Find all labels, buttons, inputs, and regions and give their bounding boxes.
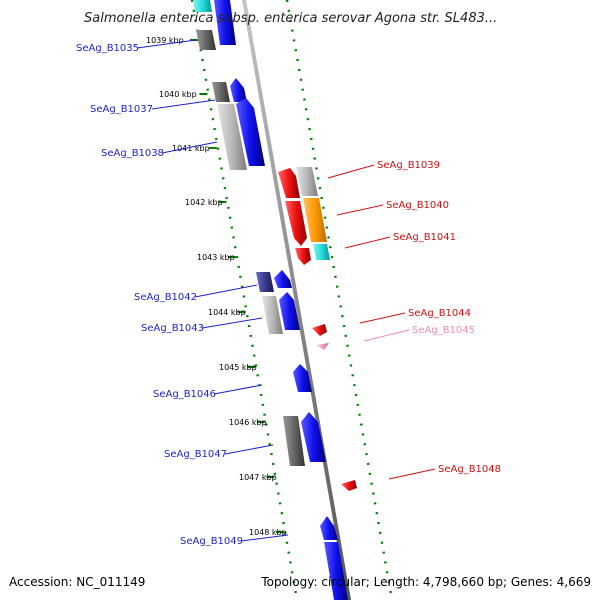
- callout-line: [359, 312, 406, 324]
- gene-feature[interactable]: [212, 82, 230, 102]
- gene-label-seag-b1037[interactable]: SeAg_B1037: [90, 104, 153, 115]
- reverse-strand-genes: [193, 0, 348, 600]
- gene-label-seag-b1047[interactable]: SeAg_B1047: [164, 449, 227, 460]
- callout-line: [213, 384, 263, 395]
- gene-label-seag-b1040[interactable]: SeAg_B1040: [386, 200, 449, 211]
- kbp-label: 1042 kbp: [185, 198, 223, 207]
- gene-feature[interactable]: [283, 416, 305, 466]
- gene-feature[interactable]: [324, 542, 348, 600]
- kbp-label: 1043 kbp: [197, 253, 235, 262]
- kbp-labels: 1039 kbp 1040 kbp 1041 kbp 1042 kbp 1043…: [146, 36, 287, 537]
- left-gene-labels: SeAg_B1035 SeAg_B1037 SeAg_B1038 SeAg_B1…: [76, 43, 243, 547]
- gene-feature[interactable]: [193, 0, 212, 12]
- gene-label-seag-b1046[interactable]: SeAg_B1046: [153, 389, 216, 400]
- kbp-label: 1040 kbp: [159, 90, 197, 99]
- callout-line: [224, 444, 274, 455]
- callout-line: [240, 534, 289, 542]
- callout-line: [336, 204, 384, 216]
- callout-line: [136, 39, 197, 49]
- gene-feature[interactable]: [296, 167, 318, 196]
- accession-text: Accession: NC_011149: [9, 575, 145, 589]
- gene-feature[interactable]: [214, 0, 236, 45]
- gene-feature[interactable]: [279, 292, 300, 330]
- gene-feature[interactable]: [301, 412, 326, 462]
- kbp-label: 1048 kbp: [249, 528, 287, 537]
- gene-feature[interactable]: [316, 343, 329, 350]
- kbp-label: 1041 kbp: [172, 144, 210, 153]
- callout-line: [194, 284, 258, 298]
- tick-track-inner: [190, 0, 299, 600]
- gene-feature[interactable]: [196, 30, 216, 50]
- gene-label-seag-b1039[interactable]: SeAg_B1039: [377, 160, 440, 171]
- gene-feature[interactable]: [303, 198, 327, 242]
- gene-feature[interactable]: [262, 296, 283, 334]
- genome-backbone: [242, 0, 351, 600]
- callout-line: [327, 164, 375, 179]
- gene-feature[interactable]: [278, 168, 300, 198]
- kbp-label: 1044 kbp: [208, 308, 246, 317]
- gene-label-seag-b1049[interactable]: SeAg_B1049: [180, 536, 243, 547]
- callout-line: [151, 99, 216, 110]
- gene-label-seag-b1042[interactable]: SeAg_B1042: [134, 292, 197, 303]
- callout-line: [161, 141, 218, 154]
- kbp-label: 1039 kbp: [146, 36, 184, 45]
- gene-feature[interactable]: [320, 516, 338, 540]
- gene-label-seag-b1044[interactable]: SeAg_B1044: [408, 308, 471, 319]
- gene-label-seag-b1048[interactable]: SeAg_B1048: [438, 464, 501, 475]
- gene-feature[interactable]: [341, 480, 357, 491]
- gene-feature[interactable]: [236, 98, 265, 166]
- callout-line: [201, 317, 263, 329]
- gene-feature[interactable]: [312, 324, 327, 336]
- kbp-label: 1046 kbp: [229, 418, 267, 427]
- gene-label-seag-b1035[interactable]: SeAg_B1035: [76, 43, 139, 54]
- gene-feature[interactable]: [274, 270, 292, 288]
- label-callouts: [136, 39, 436, 542]
- map-title: Salmonella enterica subsp. enterica sero…: [84, 11, 497, 26]
- gene-feature[interactable]: [217, 104, 247, 170]
- gene-label-seag-b1038[interactable]: SeAg_B1038: [101, 148, 164, 159]
- right-gene-labels: SeAg_B1039 SeAg_B1040 SeAg_B1041 SeAg_B1…: [377, 160, 501, 475]
- gene-feature[interactable]: [230, 78, 247, 102]
- gene-feature[interactable]: [256, 272, 274, 292]
- gene-label-seag-b1041[interactable]: SeAg_B1041: [393, 232, 456, 243]
- callout-line: [388, 468, 436, 480]
- gene-feature[interactable]: [293, 364, 312, 392]
- kbp-label: 1045 kbp: [219, 363, 257, 372]
- genome-summary-text: Topology: circular; Length: 4,798,660 bp…: [260, 575, 591, 589]
- kbp-label: 1047 kbp: [239, 473, 277, 482]
- gene-feature[interactable]: [295, 248, 311, 265]
- gene-label-seag-b1043[interactable]: SeAg_B1043: [141, 323, 204, 334]
- major-ticks: [190, 39, 285, 533]
- gene-feature[interactable]: [313, 244, 330, 260]
- forward-strand-genes: [278, 167, 357, 491]
- tick-track-outer: [285, 0, 394, 600]
- gene-label-seag-b1045[interactable]: SeAg_B1045: [412, 325, 475, 336]
- gene-feature[interactable]: [285, 201, 307, 246]
- callout-line: [363, 329, 410, 342]
- callout-line: [344, 236, 391, 249]
